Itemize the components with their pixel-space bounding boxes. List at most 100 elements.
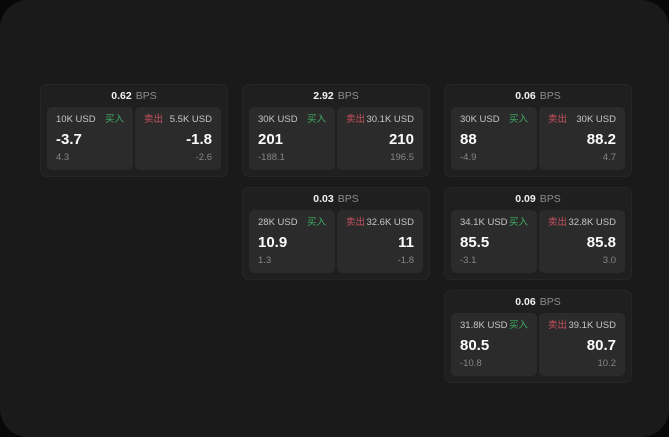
- quote-card: 0.03 BPS 28K USD 买入 10.9 1.3 卖出 32.6K US…: [242, 187, 430, 280]
- sell-panel[interactable]: 卖出 39.1K USD 80.7 10.2: [539, 313, 625, 376]
- sell-top-row: 卖出 32.6K USD: [346, 217, 414, 229]
- card-header: 0.06 BPS: [445, 291, 631, 313]
- buy-top-row: 28K USD 买入: [258, 217, 326, 229]
- card-body: 10K USD 买入 -3.7 4.3 卖出 5.5K USD -1.8 -2.…: [41, 107, 227, 176]
- buy-amount: 30K USD: [460, 114, 500, 125]
- bps-unit-label: BPS: [337, 90, 359, 102]
- bps-unit-label: BPS: [539, 296, 561, 308]
- card-body: 31.8K USD 买入 80.5 -10.8 卖出 39.1K USD 80.…: [445, 313, 631, 382]
- sell-label: 卖出: [346, 114, 366, 125]
- bps-value: 0.62: [111, 90, 132, 102]
- sell-delta: 3.0: [602, 255, 616, 266]
- buy-panel[interactable]: 30K USD 买入 88 -4.9: [451, 107, 537, 170]
- bps-value: 0.09: [515, 193, 536, 205]
- sell-label: 卖出: [346, 217, 366, 228]
- bps-value: 0.06: [515, 90, 536, 102]
- buy-delta: -3.1: [460, 255, 477, 266]
- card-body: 28K USD 买入 10.9 1.3 卖出 32.6K USD 11 -1.8: [243, 210, 429, 279]
- sell-panel[interactable]: 卖出 32.8K USD 85.8 3.0: [539, 210, 625, 273]
- sell-panel[interactable]: 卖出 30K USD 88.2 4.7: [539, 107, 625, 170]
- sell-delta: 4.7: [602, 152, 616, 163]
- sell-amount: 30K USD: [576, 114, 616, 125]
- sell-delta: -1.8: [397, 255, 414, 266]
- sell-amount: 32.6K USD: [366, 217, 414, 228]
- buy-price: 201: [258, 131, 284, 148]
- sell-price: 11: [398, 234, 414, 251]
- card-body: 30K USD 买入 88 -4.9 卖出 30K USD 88.2 4.7: [445, 107, 631, 176]
- buy-panel[interactable]: 31.8K USD 买入 80.5 -10.8: [451, 313, 537, 376]
- sell-price: 85.8: [586, 234, 616, 251]
- buy-price: 88: [460, 131, 477, 148]
- card-header: 0.03 BPS: [243, 188, 429, 210]
- sell-price: -1.8: [186, 131, 212, 148]
- sell-panel[interactable]: 卖出 30.1K USD 210 196.5: [337, 107, 423, 170]
- buy-top-row: 34.1K USD 买入: [460, 217, 528, 229]
- buy-top-row: 10K USD 买入: [56, 114, 124, 126]
- buy-panel[interactable]: 28K USD 买入 10.9 1.3: [249, 210, 335, 273]
- bps-value: 2.92: [313, 90, 334, 102]
- buy-panel[interactable]: 30K USD 买入 201 -188.1: [249, 107, 335, 170]
- sell-amount: 30.1K USD: [366, 114, 414, 125]
- bps-unit-label: BPS: [539, 193, 561, 205]
- quote-card: 0.09 BPS 34.1K USD 买入 85.5 -3.1 卖出 32.8K…: [444, 187, 632, 280]
- sell-label: 卖出: [548, 217, 568, 228]
- quote-card: 0.62 BPS 10K USD 买入 -3.7 4.3 卖出 5.5K USD…: [40, 84, 228, 177]
- quote-card: 0.06 BPS 31.8K USD 买入 80.5 -10.8 卖出 39.1…: [444, 290, 632, 383]
- sell-amount: 32.8K USD: [568, 217, 616, 228]
- buy-price: 10.9: [258, 234, 288, 251]
- sell-label: 卖出: [548, 114, 568, 125]
- buy-label: 买入: [508, 217, 528, 228]
- sell-top-row: 卖出 39.1K USD: [548, 320, 616, 332]
- bps-unit-label: BPS: [135, 90, 157, 102]
- buy-top-row: 31.8K USD 买入: [460, 320, 528, 332]
- card-body: 34.1K USD 买入 85.5 -3.1 卖出 32.8K USD 85.8…: [445, 210, 631, 279]
- buy-delta: -10.8: [460, 358, 482, 369]
- bps-value: 0.06: [515, 296, 536, 308]
- sell-top-row: 卖出 32.8K USD: [548, 217, 616, 229]
- buy-amount: 34.1K USD: [460, 217, 508, 228]
- buy-label: 买入: [104, 114, 124, 125]
- sell-top-row: 卖出 30.1K USD: [346, 114, 414, 126]
- sell-price: 210: [388, 131, 414, 148]
- buy-delta: -4.9: [460, 152, 477, 163]
- sell-delta: 196.5: [390, 152, 414, 163]
- quote-card: 2.92 BPS 30K USD 买入 201 -188.1 卖出 30.1K …: [242, 84, 430, 177]
- bps-unit-label: BPS: [539, 90, 561, 102]
- buy-amount: 30K USD: [258, 114, 298, 125]
- buy-label: 买入: [508, 320, 528, 331]
- sell-label: 卖出: [144, 114, 164, 125]
- buy-label: 买入: [306, 217, 326, 228]
- card-header: 0.09 BPS: [445, 188, 631, 210]
- sell-top-row: 卖出 5.5K USD: [144, 114, 212, 126]
- buy-price: -3.7: [56, 131, 82, 148]
- sell-top-row: 卖出 30K USD: [548, 114, 616, 126]
- sell-delta: 10.2: [597, 358, 617, 369]
- buy-top-row: 30K USD 买入: [460, 114, 528, 126]
- sell-panel[interactable]: 卖出 5.5K USD -1.8 -2.6: [135, 107, 221, 170]
- buy-price: 80.5: [460, 337, 490, 354]
- buy-label: 买入: [508, 114, 528, 125]
- sell-delta: -2.6: [195, 152, 212, 163]
- sell-label: 卖出: [548, 320, 568, 331]
- card-header: 2.92 BPS: [243, 85, 429, 107]
- sell-amount: 5.5K USD: [169, 114, 212, 125]
- buy-label: 买入: [306, 114, 326, 125]
- buy-panel[interactable]: 10K USD 买入 -3.7 4.3: [47, 107, 133, 170]
- sell-price: 80.7: [586, 337, 616, 354]
- buy-amount: 28K USD: [258, 217, 298, 228]
- sell-price: 88.2: [586, 131, 616, 148]
- quote-card: 0.06 BPS 30K USD 买入 88 -4.9 卖出 30K USD 8…: [444, 84, 632, 177]
- buy-panel[interactable]: 34.1K USD 买入 85.5 -3.1: [451, 210, 537, 273]
- buy-delta: 4.3: [56, 152, 70, 163]
- quotes-grid: 0.62 BPS 10K USD 买入 -3.7 4.3 卖出 5.5K USD…: [40, 84, 632, 383]
- sell-amount: 39.1K USD: [568, 320, 616, 331]
- buy-amount: 31.8K USD: [460, 320, 508, 331]
- card-header: 0.06 BPS: [445, 85, 631, 107]
- sell-panel[interactable]: 卖出 32.6K USD 11 -1.8: [337, 210, 423, 273]
- card-body: 30K USD 买入 201 -188.1 卖出 30.1K USD 210 1…: [243, 107, 429, 176]
- buy-delta: 1.3: [258, 255, 272, 266]
- bps-value: 0.03: [313, 193, 334, 205]
- buy-amount: 10K USD: [56, 114, 96, 125]
- buy-top-row: 30K USD 买入: [258, 114, 326, 126]
